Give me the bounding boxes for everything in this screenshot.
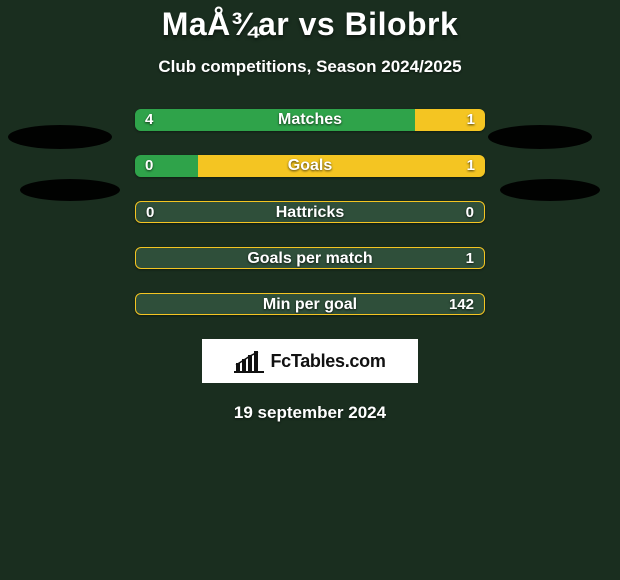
page-title: MaÅ¾ar vs Bilobrk — [0, 0, 620, 43]
stat-bar: Matches41 — [135, 109, 485, 131]
stat-bar: Goals01 — [135, 155, 485, 177]
stat-value-right: 1 — [466, 248, 474, 269]
stat-value-right: 142 — [449, 294, 474, 315]
stat-row: Hattricks0 0 — [135, 201, 485, 223]
stat-bar: Hattricks0 0 — [135, 201, 485, 223]
bar-left-fill — [135, 155, 198, 177]
stat-row: Min per goal142 — [135, 293, 485, 315]
stat-row: Matches41 — [135, 109, 485, 131]
bar-right-fill — [415, 109, 485, 131]
stat-row: Goals01 — [135, 155, 485, 177]
stat-label: Goals per match — [136, 248, 484, 268]
footer-date: 19 september 2024 — [0, 403, 620, 423]
brand-bar-icon — [234, 349, 264, 373]
stat-label: Min per goal — [136, 294, 484, 314]
stat-row: Goals per match1 — [135, 247, 485, 269]
brand-text: FcTables.com — [270, 351, 385, 372]
shadow-ellipse-left-1 — [20, 179, 120, 201]
stat-bar: Goals per match1 — [135, 247, 485, 269]
subtitle: Club competitions, Season 2024/2025 — [0, 57, 620, 77]
stat-bar: Min per goal142 — [135, 293, 485, 315]
stat-value-left: 0 — [146, 202, 154, 223]
shadow-ellipse-left-0 — [8, 125, 112, 149]
stat-value-right: 0 — [466, 202, 474, 223]
shadow-ellipse-right-1 — [500, 179, 600, 201]
bar-right-fill — [198, 155, 485, 177]
brand-box[interactable]: FcTables.com — [202, 339, 418, 383]
stat-label: Hattricks — [136, 202, 484, 222]
bar-left-fill — [135, 109, 415, 131]
shadow-ellipse-right-0 — [488, 125, 592, 149]
